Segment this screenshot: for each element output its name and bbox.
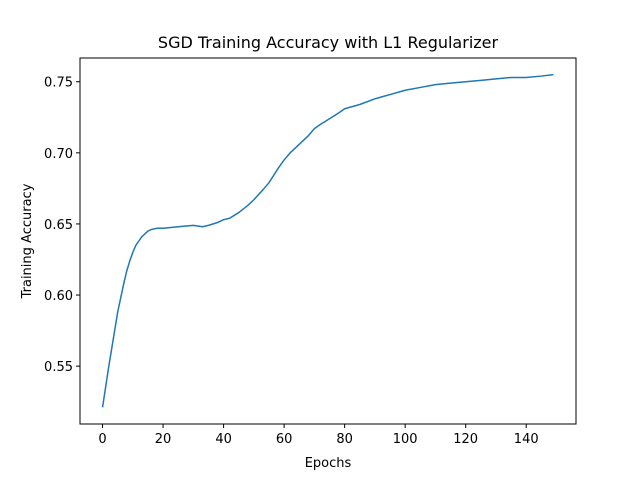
plot-frame — [79, 57, 577, 425]
y-tick-label: 0.65 — [44, 218, 73, 233]
y-tick-label: 0.60 — [44, 289, 73, 304]
x-tick-label: 40 — [215, 432, 232, 447]
x-tick-label: 20 — [155, 432, 172, 447]
x-axis-label: Epochs — [305, 456, 352, 471]
y-tick-label: 0.70 — [44, 147, 73, 162]
x-tick-label: 0 — [98, 432, 106, 447]
data-line — [101, 73, 554, 408]
x-tick-label: 120 — [453, 432, 478, 447]
x-tick-label: 60 — [276, 432, 293, 447]
x-tick-label: 100 — [393, 432, 418, 447]
x-tick-label: 140 — [514, 432, 539, 447]
y-tick-label: 0.75 — [44, 76, 73, 91]
x-tick-label: 80 — [336, 432, 353, 447]
y-tick-label: 0.55 — [44, 360, 73, 375]
y-axis-label: Training Accuracy — [20, 183, 35, 299]
chart-title: SGD Training Accuracy with L1 Regularize… — [158, 33, 499, 52]
